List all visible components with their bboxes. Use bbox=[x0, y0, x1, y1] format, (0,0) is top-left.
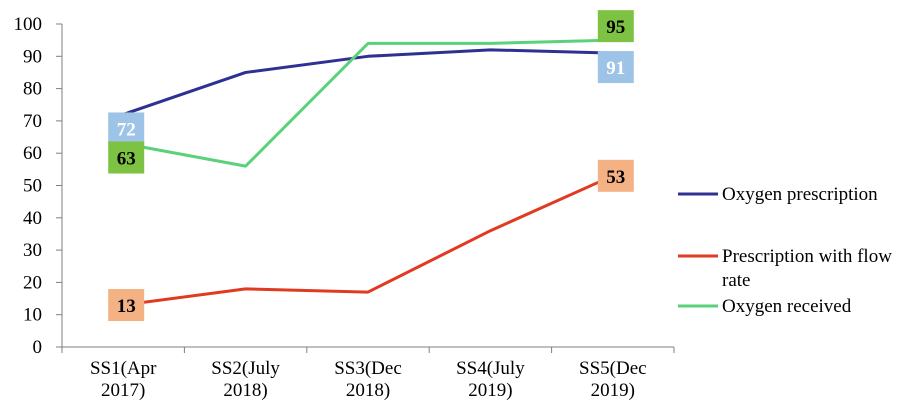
data-labels: 72 91 13 53 63 95 bbox=[108, 10, 634, 322]
legend: Oxygen prescription Prescription with flo… bbox=[678, 184, 892, 317]
axes: 0 10 20 30 40 50 60 70 80 90 100 SS1(Apr 2017) SS2(Ju… bbox=[14, 14, 675, 401]
data-label-box bbox=[597, 51, 634, 84]
x-tick-label: SS1(Apr 2017) bbox=[90, 358, 157, 401]
y-tick-label: 50 bbox=[23, 176, 42, 197]
y-tick-label: 80 bbox=[23, 79, 42, 100]
y-tick-label: 20 bbox=[23, 272, 42, 293]
data-label: 95 bbox=[606, 17, 625, 38]
data-label-box bbox=[597, 159, 634, 192]
y-tick-label: 60 bbox=[23, 143, 42, 164]
data-label-box bbox=[108, 112, 145, 145]
data-label-box bbox=[108, 141, 145, 174]
x-tick-label: SS5(Dec 2019) bbox=[579, 358, 647, 401]
data-label-box bbox=[597, 10, 634, 43]
y-tick-label: 10 bbox=[23, 305, 42, 326]
data-label: 53 bbox=[606, 167, 625, 188]
data-label: 91 bbox=[606, 58, 625, 79]
x-tick-label: SS3(Dec 2018) bbox=[334, 358, 402, 401]
y-tick-label: 40 bbox=[23, 208, 42, 229]
data-label-box bbox=[108, 289, 145, 322]
y-tick-label: 0 bbox=[33, 337, 43, 358]
x-tick-label: SS2(July 2018) bbox=[211, 358, 280, 401]
series-line-2 bbox=[123, 174, 614, 307]
series-line-1 bbox=[122, 48, 613, 116]
data-label: 63 bbox=[117, 149, 136, 170]
legend-label: Oxygen received bbox=[722, 296, 852, 317]
legend-label: Prescription with flow rate bbox=[722, 246, 892, 291]
y-tick-label: 90 bbox=[23, 46, 42, 67]
x-tick-label: SS4(July 2019) bbox=[456, 358, 525, 401]
data-label: 72 bbox=[117, 119, 136, 140]
y-tick-label: 30 bbox=[23, 240, 42, 261]
y-tick-label: 70 bbox=[23, 111, 42, 132]
data-label: 13 bbox=[117, 296, 136, 317]
series-lines bbox=[122, 38, 614, 307]
y-tick-label: 100 bbox=[14, 14, 43, 35]
series-line-3 bbox=[122, 38, 613, 168]
legend-label: Oxygen prescription bbox=[722, 184, 878, 205]
